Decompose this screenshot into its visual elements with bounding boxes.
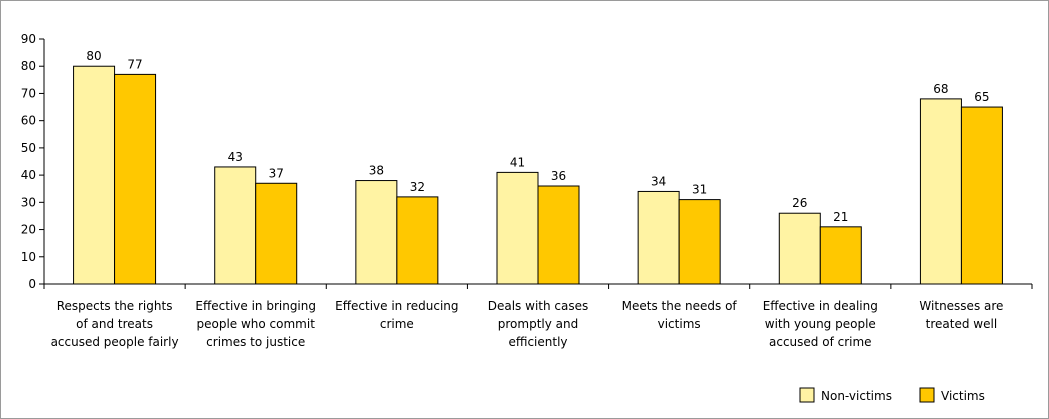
bar-value-label: 31 [692, 183, 707, 197]
x-category-label-line: promptly and [498, 317, 578, 331]
bar-non-victims [355, 180, 398, 285]
bar-value-label: 68 [933, 82, 948, 96]
y-tick-label: 90 [21, 32, 36, 46]
bar-victims [255, 182, 298, 285]
bar-non-victims [919, 98, 962, 285]
x-category-label: Deals with cases promptly and efficiently [488, 299, 589, 349]
bars: 80 77 43 37 38 32 41 36 34 31 26 21 68 65 [73, 49, 1003, 285]
bar-value-label: 65 [974, 90, 989, 104]
x-category-label-line: of and treats [76, 317, 153, 331]
x-category-label: Meets the needs of victims [622, 299, 738, 331]
y-tick-label: 20 [21, 223, 36, 237]
bar-non-victims [637, 190, 680, 285]
bar-non-victims [73, 65, 116, 285]
bar-value-label: 41 [510, 155, 525, 169]
x-category-label-line: Effective in reducing [335, 299, 458, 313]
x-category-label-line: Effective in dealing [763, 299, 878, 313]
bar-victims [114, 73, 157, 285]
y-tick-label: 40 [21, 168, 36, 182]
bar-victims [678, 199, 721, 285]
y-axis: 0 10 20 30 40 50 60 70 80 90 [21, 32, 45, 291]
bar-victims [537, 185, 580, 285]
x-category-label-line: accused people fairly [51, 335, 179, 349]
legend-swatch [919, 387, 935, 403]
y-tick-label: 10 [21, 250, 36, 264]
bar-victims [960, 106, 1003, 285]
x-category-label: Effective in bringing people who commit cr… [195, 299, 316, 349]
x-category-label-line: people who commit [196, 317, 315, 331]
bar-value-label: 34 [651, 174, 666, 188]
legend-label: Victims [941, 389, 985, 403]
x-category-label-line: Deals with cases [488, 299, 589, 313]
x-category-label: Respects the rights of and treats accused … [51, 299, 179, 349]
x-axis: Respects the rights of and treats accused … [43, 283, 1033, 349]
bar-non-victims [778, 212, 821, 285]
x-category-label-line: Respects the rights [57, 299, 173, 313]
x-category-label-line: crimes to justice [206, 335, 305, 349]
bar-value-label: 21 [833, 210, 848, 224]
x-category-label-line: victims [658, 317, 701, 331]
bar-victims [819, 226, 862, 285]
x-category-label-line: with young people [765, 317, 876, 331]
bar-victims [396, 196, 439, 285]
x-category-label-line: Witnesses are [919, 299, 1003, 313]
bar-non-victims [496, 171, 539, 285]
y-tick-label: 60 [21, 114, 36, 128]
bar-value-label: 32 [410, 180, 425, 194]
x-category-label: Witnesses are treated well [919, 299, 1003, 331]
x-category-label-line: accused of crime [769, 335, 872, 349]
bar-non-victims [214, 166, 257, 285]
x-category-label-line: efficiently [508, 335, 567, 349]
x-category-label-line: Meets the needs of [622, 299, 738, 313]
y-tick-label: 50 [21, 141, 36, 155]
bar-value-label: 77 [127, 57, 142, 71]
x-category-label-line: treated well [926, 317, 998, 331]
y-tick-label: 30 [21, 195, 36, 209]
y-tick-label: 70 [21, 86, 36, 100]
y-tick-label: 0 [28, 277, 36, 291]
legend: Non-victims Victims [799, 387, 985, 403]
bar-value-label: 43 [228, 150, 243, 164]
legend-swatch [799, 387, 815, 403]
bar-value-label: 80 [86, 49, 101, 63]
bar-value-label: 38 [369, 164, 384, 178]
legend-label: Non-victims [821, 389, 892, 403]
bar-value-label: 37 [269, 166, 284, 180]
x-category-label-line: Effective in bringing [195, 299, 316, 313]
x-category-label-line: crime [380, 317, 414, 331]
bar-value-label: 36 [551, 169, 566, 183]
x-category-label: Effective in reducing crime [335, 299, 458, 331]
y-tick-label: 80 [21, 59, 36, 73]
x-category-label: Effective in dealing with young people acc… [763, 299, 878, 349]
bar-value-label: 26 [792, 196, 807, 210]
